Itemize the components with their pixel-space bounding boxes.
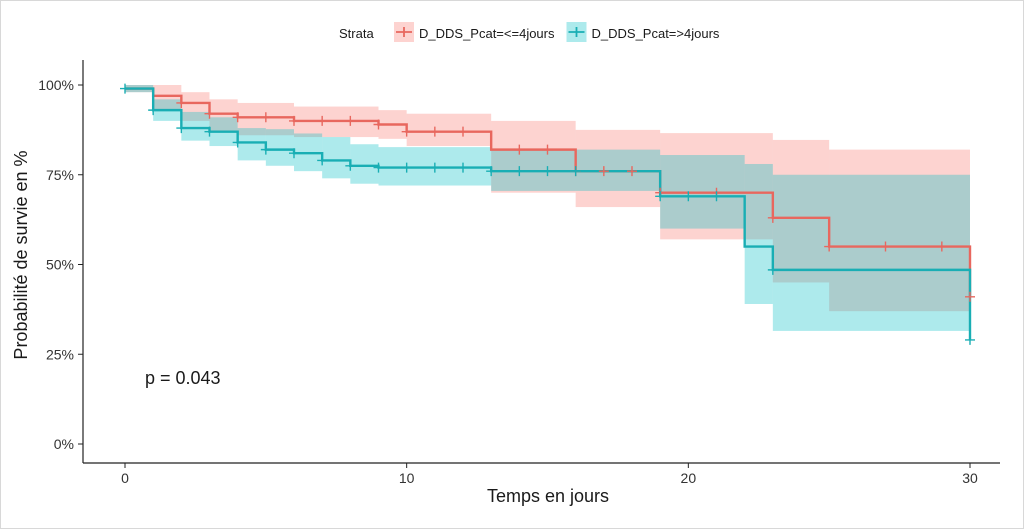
legend-item-1: D_DDS_Pcat=<=4jours — [394, 22, 555, 42]
series-1-censor-mark — [176, 97, 187, 108]
series-1-survival-line — [125, 87, 972, 297]
series-2-ci-band — [237, 128, 266, 161]
series-1-censor-mark — [514, 144, 525, 155]
series-1-censor-mark — [767, 212, 778, 223]
series-1-censor-mark — [965, 291, 975, 302]
series-2-ci-band — [744, 163, 773, 304]
y-axis-label: Probabilité de survie en % — [11, 150, 31, 359]
series-2-censor-mark — [458, 162, 468, 173]
legend-key-line — [568, 27, 585, 37]
legend: Strata D_DDS_Pcat=<=4jours D_DDS_Pcat=>4j… — [339, 22, 720, 42]
series-1-censor-mark — [289, 115, 299, 126]
series-2-ci-band — [772, 174, 970, 331]
series-2-censor-mark — [289, 148, 299, 159]
series-2-censor-mark — [767, 264, 778, 275]
series-1-ci-band — [406, 113, 492, 147]
series-2-censor-mark — [429, 162, 440, 173]
series-1-censor-mark — [345, 115, 356, 126]
confidence-bands — [125, 85, 970, 331]
series-1-censor-mark — [401, 126, 412, 137]
legend-label: D_DDS_Pcat=<=4jours — [419, 26, 555, 41]
series-1-censor-mark — [880, 241, 891, 252]
y-tick-label: 75% — [46, 167, 74, 183]
series-1-ci-band — [181, 92, 210, 121]
series-1-censor-mark — [373, 119, 384, 130]
legend-label: D_DDS_Pcat=>4jours — [592, 26, 720, 41]
series-2-ci-band — [350, 144, 379, 184]
series-1-censor-mark — [824, 241, 835, 252]
series-1-censor-mark — [598, 166, 609, 177]
series-1-censor-mark — [232, 112, 243, 123]
series-2-censor-mark — [373, 162, 384, 173]
legend-key-line — [396, 27, 412, 37]
series-1-ci-band — [772, 139, 830, 283]
series-2-censor-mark — [683, 191, 694, 202]
series-2-censor-mark — [401, 162, 412, 173]
series-2-censor-mark — [711, 191, 722, 202]
x-tick-label: 30 — [962, 470, 978, 486]
series-1-ci-band — [575, 129, 661, 208]
series-2-censor-mark — [260, 144, 271, 155]
series-1-censor-mark — [458, 126, 468, 137]
x-tick-label: 20 — [681, 470, 697, 486]
y-tick-label: 50% — [46, 257, 74, 273]
series-2-censor-mark — [514, 166, 525, 177]
series-1-censor-mark — [317, 115, 328, 126]
x-axis-label: Temps en jours — [487, 486, 609, 506]
x-tick-label: 0 — [121, 470, 129, 486]
series-2-censor-mark — [120, 83, 130, 94]
series-2-ci-band — [265, 129, 294, 166]
series-2-censor-mark — [542, 166, 553, 177]
series-2-censor-mark — [486, 166, 497, 177]
series-1-censor-mark — [542, 144, 553, 155]
y-tick-label: 25% — [46, 346, 74, 362]
series-2-censor-mark — [204, 126, 215, 137]
series-2-ci-band — [322, 137, 351, 179]
y-tick-label: 0% — [54, 436, 74, 452]
series-2-censor-mark — [965, 334, 975, 345]
series-1-censor-mark — [627, 166, 637, 177]
series-2-censor-mark — [570, 166, 581, 177]
series-1-ci-band — [153, 85, 182, 111]
series-1-ci-band — [660, 133, 773, 240]
series-2-censor-mark — [345, 160, 356, 171]
p-value-annotation: p = 0.043 — [145, 368, 221, 388]
series-1-censor-mark — [204, 108, 215, 119]
legend-title: Strata — [339, 26, 374, 41]
censor-marks — [120, 83, 975, 345]
y-tick-label: 100% — [38, 77, 74, 93]
series-2-censor-mark — [655, 191, 666, 202]
x-tick-label: 10 — [399, 470, 415, 486]
series-2-censor-mark — [176, 123, 187, 134]
legend-item-2: D_DDS_Pcat=>4jours — [566, 22, 720, 42]
series-1-ci-band — [829, 149, 970, 312]
series-2-censor-mark — [148, 105, 159, 116]
series-1-censor-mark — [429, 126, 440, 137]
axes: 0% 25% 50% 75% 100% 0 10 20 30 — [38, 60, 1000, 486]
series-2-censor-mark — [232, 137, 243, 148]
series-1-censor-mark — [936, 241, 947, 252]
series-1-ci-band — [491, 120, 576, 193]
series-1-ci-band — [209, 99, 238, 132]
series-1-censor-mark — [260, 112, 271, 123]
series-2-ci-band — [181, 111, 210, 141]
series-2-censor-mark — [317, 155, 328, 166]
